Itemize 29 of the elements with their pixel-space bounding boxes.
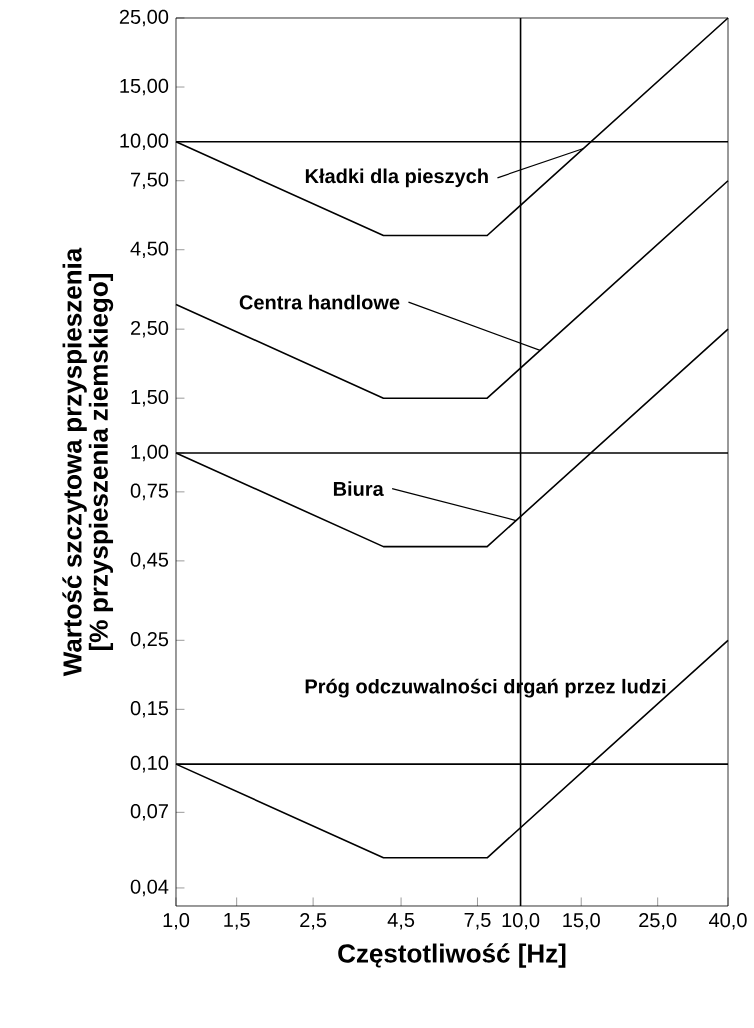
y-tick-label: 0,45 — [130, 552, 169, 570]
y-tick-label: 0,25 — [130, 632, 169, 649]
x-tick-label: 4,5 — [387, 913, 415, 930]
y-tick-label: 4,50 — [130, 241, 169, 258]
x-tick-label: 7,5 — [464, 913, 491, 930]
y-tick-label: 2,50 — [131, 320, 169, 338]
series-label: Biura — [333, 481, 384, 496]
series-label: Kładki dla pieszych — [305, 168, 488, 188]
y-tick-label: 1,50 — [131, 389, 169, 407]
x-tick-label: 10,0 — [502, 913, 540, 930]
x-tick-label: 2,5 — [300, 913, 327, 930]
x-tick-label: 1,0 — [163, 913, 190, 930]
series-label: Centra handlowe — [239, 294, 400, 310]
x-tick-label: 15,0 — [563, 913, 600, 930]
x-tick-label: 25,0 — [639, 913, 677, 930]
y-tick-label: 0,07 — [130, 804, 168, 821]
x-axis-title: Częstotliwość [Hz] — [338, 943, 566, 968]
y-tick-label: 10,00 — [120, 133, 169, 151]
y-tick-label: 25,00 — [119, 9, 169, 27]
x-tick-label: 40,0 — [709, 913, 747, 930]
y-tick-label: 15,00 — [120, 78, 169, 96]
y-tick-label: 0,04 — [130, 879, 169, 897]
y-tick-label: 1,00 — [131, 444, 169, 462]
x-tick-label: 1,5 — [224, 913, 250, 930]
y-tick-label: 0,15 — [130, 701, 169, 718]
y-tick-label: 0,75 — [130, 483, 169, 501]
y-tick-label: 0,10 — [130, 755, 169, 773]
y-tick-label: 7,50 — [131, 172, 169, 189]
y-axis-title: Wartość szczytowa przyspieszenia [% przyspieszenia ziemskiego] — [62, 247, 114, 677]
